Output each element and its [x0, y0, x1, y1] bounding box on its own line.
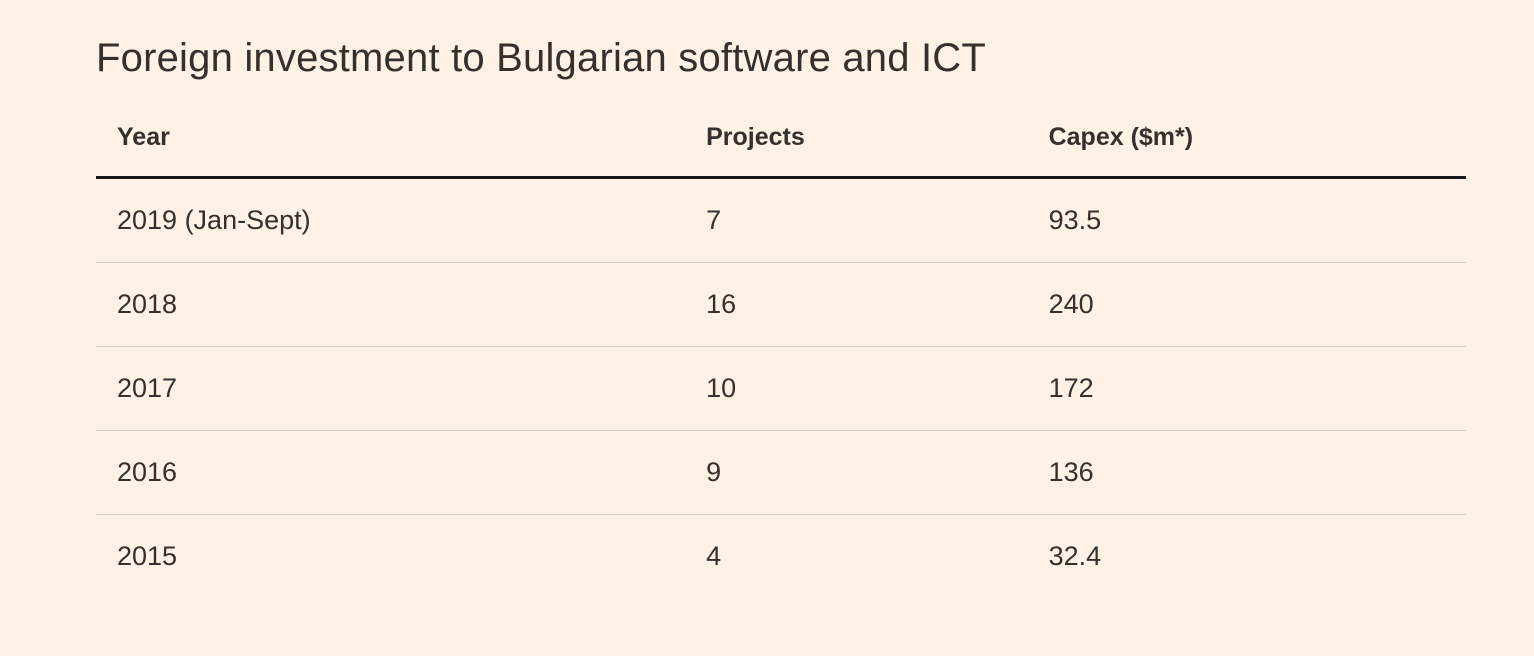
data-table: Year Projects Capex ($m*) 2019 (Jan-Sept… — [96, 109, 1466, 598]
capex-cell: 172 — [1027, 346, 1466, 431]
capex-cell: 136 — [1027, 430, 1466, 515]
header-row: Year Projects Capex ($m*) — [96, 109, 1466, 179]
table-body: 2019 (Jan-Sept) 7 93.5 2018 16 240 2017 … — [96, 177, 1466, 599]
capex-cell: 93.5 — [1027, 177, 1466, 263]
column-header-year: Year — [96, 109, 686, 179]
table-row: 2018 16 240 — [96, 262, 1466, 347]
page-title: Foreign investment to Bulgarian software… — [96, 36, 987, 80]
projects-cell: 10 — [685, 346, 1028, 431]
year-cell: 2018 — [96, 262, 686, 347]
table-row: 2016 9 136 — [96, 430, 1466, 515]
year-cell: 2019 (Jan-Sept) — [96, 177, 686, 263]
projects-cell: 16 — [685, 262, 1028, 347]
capex-cell: 32.4 — [1048, 541, 1102, 571]
column-header-projects: Projects — [685, 109, 1028, 179]
capex-cell: 240 — [1027, 262, 1466, 347]
table-row: 2017 10 172 — [96, 346, 1466, 431]
table-header: Year Projects Capex ($m*) — [96, 109, 1466, 179]
table-row: 2019 (Jan-Sept) 7 93.5 — [96, 177, 1466, 263]
table-row: 2015 4 32.4 — [96, 515, 1466, 599]
year-cell: 2017 — [96, 346, 686, 431]
year-cell: 2016 — [96, 430, 686, 515]
projects-cell: 7 — [685, 177, 1028, 263]
projects-cell: 4 — [706, 541, 722, 571]
year-cell: 2015 — [117, 541, 178, 571]
projects-cell: 9 — [685, 430, 1028, 515]
column-header-capex: Capex ($m*) — [1027, 109, 1466, 179]
